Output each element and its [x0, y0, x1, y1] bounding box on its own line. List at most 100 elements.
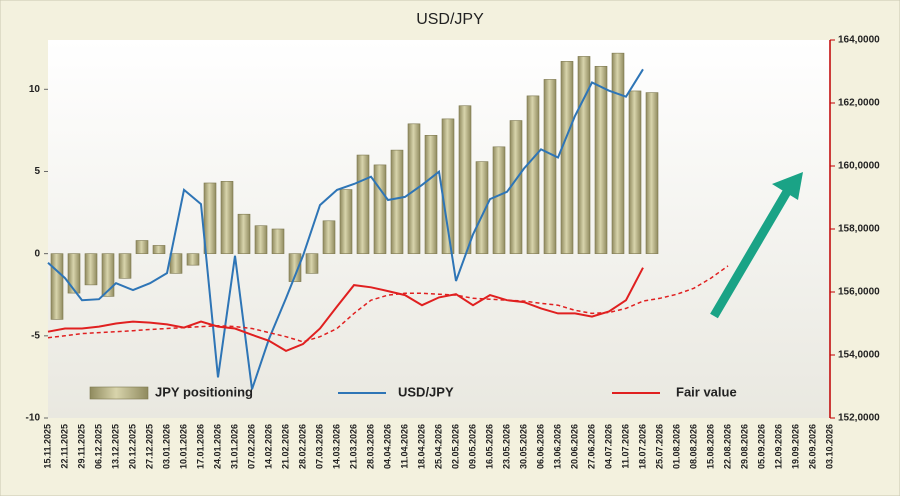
- bar: [645, 92, 659, 254]
- bar: [118, 253, 132, 279]
- x-tick-label: 22.08.2026: [722, 424, 732, 469]
- y2-tick-label: 152,0000: [838, 413, 880, 424]
- y2-tick-label: 160,0000: [838, 161, 880, 172]
- x-tick-label: 25.07.2026: [654, 424, 664, 469]
- x-tick-label: 13.12.2025: [110, 424, 120, 469]
- bar: [220, 181, 234, 254]
- bar: [424, 135, 438, 254]
- line: [47, 267, 644, 353]
- x-tick-label: 13.06.2026: [552, 424, 562, 469]
- x-tick-label: 28.02.2026: [297, 424, 307, 469]
- y-tick-label: -10: [26, 413, 41, 424]
- bar: [594, 65, 608, 254]
- x-tick-label: 07.03.2026: [314, 424, 324, 469]
- bar: [152, 245, 166, 254]
- bar: [373, 164, 387, 254]
- bar: [322, 220, 336, 254]
- y-tick-label: 10: [29, 84, 41, 95]
- bar: [611, 52, 625, 254]
- line: [47, 68, 644, 390]
- x-tick-label: 03.01.2026: [161, 424, 171, 469]
- bar: [288, 253, 302, 282]
- annotation-arrow-shaft: [710, 187, 792, 319]
- x-tick-label: 27.06.2026: [586, 424, 596, 469]
- bar: [526, 95, 540, 254]
- x-tick-label: 31.01.2026: [229, 424, 239, 469]
- bar: [458, 105, 472, 254]
- x-tick-label: 04.04.2026: [382, 424, 392, 469]
- x-tick-label: 16.05.2026: [484, 424, 494, 469]
- x-tick-label: 01.08.2026: [671, 424, 681, 469]
- bar: [67, 253, 81, 294]
- x-tick-label: 20.12.2025: [127, 424, 137, 469]
- bar: [186, 253, 200, 266]
- x-tick-label: 07.02.2026: [246, 424, 256, 469]
- y-tick-label: 0: [34, 248, 40, 259]
- bar: [203, 182, 217, 254]
- bar: [390, 149, 404, 254]
- x-tick-label: 14.03.2026: [331, 424, 341, 469]
- x-tick-label: 28.03.2026: [365, 424, 375, 469]
- x-tick-label: 15.08.2026: [705, 424, 715, 469]
- y-tick-label: -5: [31, 330, 40, 341]
- legend-label: USD/JPY: [398, 384, 454, 399]
- plot-area: [48, 40, 830, 418]
- bar: [577, 56, 591, 254]
- x-tick-label: 11.07.2026: [620, 424, 630, 469]
- x-tick-label: 11.04.2026: [399, 424, 409, 469]
- x-tick-label: 25.04.2026: [433, 424, 443, 469]
- bar: [84, 253, 98, 286]
- x-tick-label: 21.02.2026: [280, 424, 290, 469]
- x-tick-label: 17.01.2026: [195, 424, 205, 469]
- bar: [237, 213, 251, 254]
- x-tick-label: 09.05.2026: [467, 424, 477, 469]
- y2-tick-label: 154,0000: [838, 350, 880, 361]
- x-tick-label: 29.08.2026: [739, 424, 749, 469]
- x-tick-label: 02.05.2026: [450, 424, 460, 469]
- bar: [305, 253, 319, 274]
- x-tick-label: 22.11.2025: [59, 424, 69, 469]
- x-tick-label: 14.02.2026: [263, 424, 273, 469]
- bar: [356, 154, 370, 254]
- x-tick-label: 04.07.2026: [603, 424, 613, 469]
- x-tick-label: 19.09.2026: [790, 424, 800, 469]
- bar: [475, 161, 489, 254]
- x-tick-label: 05.09.2026: [756, 424, 766, 469]
- legend-marker: [89, 386, 149, 400]
- bar: [101, 253, 115, 297]
- chart-title: USD/JPY: [416, 11, 484, 28]
- x-tick-label: 24.01.2026: [212, 424, 222, 469]
- bar: [407, 123, 421, 254]
- x-tick-label: 30.05.2026: [518, 424, 528, 469]
- bar: [543, 79, 557, 254]
- legend-label: JPY positioning: [155, 384, 253, 399]
- x-tick-label: 20.06.2026: [569, 424, 579, 469]
- x-tick-label: 26.09.2026: [807, 424, 817, 469]
- x-tick-label: 10.01.2026: [178, 424, 188, 469]
- x-tick-label: 18.04.2026: [416, 424, 426, 469]
- bar: [339, 189, 353, 254]
- bar: [271, 228, 285, 254]
- bar: [254, 225, 268, 254]
- y-tick-label: 5: [34, 166, 40, 177]
- bar: [492, 146, 506, 254]
- legend-label: Fair value: [676, 384, 737, 399]
- bar: [560, 61, 574, 254]
- x-tick-label: 21.03.2026: [348, 424, 358, 469]
- x-tick-label: 12.09.2026: [773, 424, 783, 469]
- x-tick-label: 23.05.2026: [501, 424, 511, 469]
- x-tick-label: 27.12.2025: [144, 424, 154, 469]
- annotation-arrow-head: [772, 172, 803, 200]
- x-tick-label: 06.12.2025: [93, 424, 103, 469]
- line: [47, 265, 729, 343]
- bar: [509, 120, 523, 254]
- x-tick-label: 03.10.2026: [824, 424, 834, 469]
- x-tick-label: 29.11.2025: [76, 424, 86, 469]
- x-tick-label: 08.08.2026: [688, 424, 698, 469]
- y2-tick-label: 162,0000: [838, 98, 880, 109]
- bar: [50, 253, 64, 320]
- y2-tick-label: 156,0000: [838, 287, 880, 298]
- bar: [135, 240, 149, 254]
- y2-tick-label: 164,0000: [838, 35, 880, 46]
